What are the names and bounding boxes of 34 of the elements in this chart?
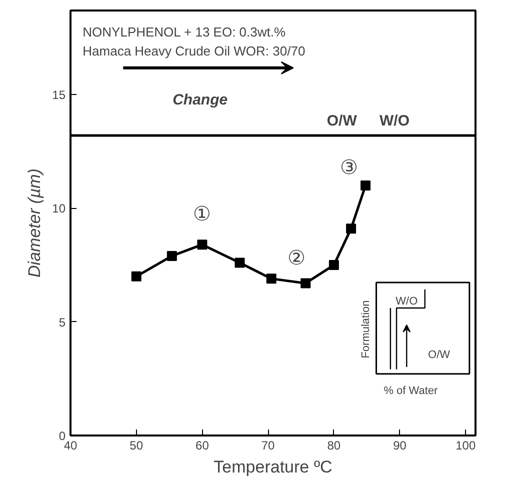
x-tick-label: 70 [261,438,276,452]
point [131,271,142,282]
x-axis-title: Temperature ºC [214,458,332,476]
annotation: ② [287,247,306,270]
annotation: NONYLPHENOL + 13 EO: 0.3wt.% [82,24,286,40]
x-tick-label: 90 [393,438,407,452]
point [328,260,339,270]
y-tick-label: 10 [52,202,66,216]
point [197,240,208,250]
point [300,278,311,288]
point [346,224,356,234]
y-tick-label: 5 [58,315,66,330]
point [166,250,177,261]
point [266,274,276,284]
x-tick-label: 80 [327,438,341,452]
annotation: Formulation [360,300,372,358]
annotation: ③ [340,156,358,179]
x-tick-label: 40 [64,438,78,452]
annotation: O/W [428,348,451,361]
y-tick-label: 15 [52,88,66,102]
x-tick-label: 50 [130,438,144,452]
point [360,180,371,190]
annotation: W/O [396,296,418,308]
point [234,258,245,268]
annotation: Change [172,91,228,108]
x-tick-label: 100 [456,438,476,452]
y-axis-title: Diameter (µm) [25,168,44,278]
annotation: Hamaca Heavy Crude Oil WOR: 30/70 [82,43,306,58]
y-tick-label: 0 [58,429,66,443]
annotation: % of Water [384,384,438,397]
x-tick-label: 60 [196,438,210,452]
annotation: O/W [326,112,358,130]
annotation: W/O [380,112,410,130]
annotation: ① [193,204,212,226]
